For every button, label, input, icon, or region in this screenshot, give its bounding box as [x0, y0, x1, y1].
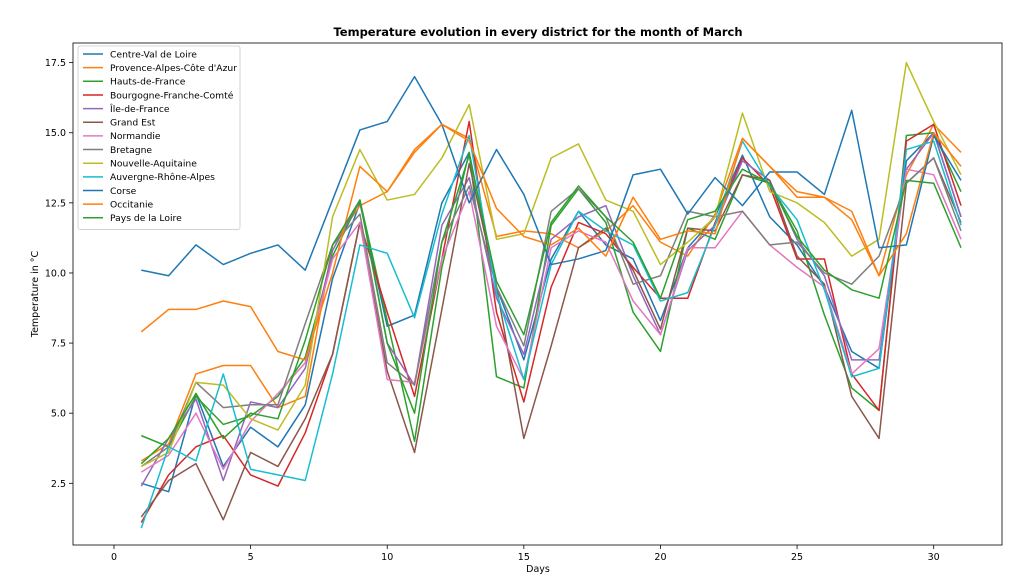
legend-entry: Grand Est	[110, 118, 156, 129]
legend-entry: Auvergne-Rhône-Alpes	[110, 172, 215, 183]
legend-entry: Bourgogne-Franche-Comté	[110, 90, 234, 101]
y-tick-label: 12.5	[45, 198, 66, 209]
x-tick-label: 30	[928, 552, 940, 563]
x-axis-ticks: 0 5 10 15 20 25 30	[111, 545, 940, 563]
legend-entry: Normandie	[110, 131, 161, 142]
legend-entry: Corse	[110, 186, 137, 197]
y-tick-label: 7.5	[51, 339, 66, 350]
legend-entry: Provence-Alpes-Côte d'Azur	[110, 63, 237, 74]
y-axis-ticks: 2.5 5.0 7.5 10.0 12.5 15.0 17.5	[45, 58, 73, 490]
y-tick-label: 15.0	[45, 128, 66, 139]
x-tick-label: 0	[111, 552, 117, 563]
legend-entry: Pays de la Loire	[110, 213, 182, 224]
chart-title: Temperature evolution in every district …	[333, 25, 742, 39]
series-line-11	[140, 123, 962, 361]
series-line-8	[140, 61, 962, 468]
legend-entry: Bretagne	[110, 145, 152, 156]
series-line-5	[140, 157, 962, 521]
x-tick-label: 5	[248, 552, 254, 563]
y-tick-label: 2.5	[51, 479, 66, 490]
y-tick-label: 17.5	[45, 58, 66, 69]
legend-entry: Occitanie	[110, 199, 153, 210]
x-tick-label: 25	[791, 552, 803, 563]
series-line-0	[141, 131, 962, 493]
plot-frame	[72, 42, 1003, 546]
legend-box	[77, 45, 241, 230]
series-layer	[140, 61, 962, 529]
x-tick-label: 15	[518, 552, 530, 563]
series-line-9	[140, 134, 962, 529]
legend: Centre-Val de Loire Provence-Alpes-Côte d…	[77, 45, 241, 230]
legend-entry: Île-de-France	[109, 103, 170, 115]
series-line-7	[140, 157, 962, 468]
x-axis-label: Days	[526, 564, 550, 575]
y-axis-label: Temperature in °C	[30, 251, 41, 339]
series-line-12	[140, 154, 962, 465]
x-tick-label: 20	[654, 552, 666, 563]
series-line-10	[141, 75, 962, 277]
legend-entry: Nouvelle-Aquitaine	[110, 159, 197, 170]
series-line-4	[140, 131, 962, 487]
series-line-3	[140, 120, 962, 523]
legend-entry: Centre-Val de Loire	[110, 49, 197, 60]
legend-entry: Hauts-de-France	[110, 77, 186, 88]
series-line-6	[140, 168, 962, 473]
series-line-1	[140, 123, 962, 462]
y-tick-label: 5.0	[51, 409, 66, 420]
y-tick-label: 10.0	[45, 268, 66, 279]
x-tick-label: 10	[381, 552, 393, 563]
